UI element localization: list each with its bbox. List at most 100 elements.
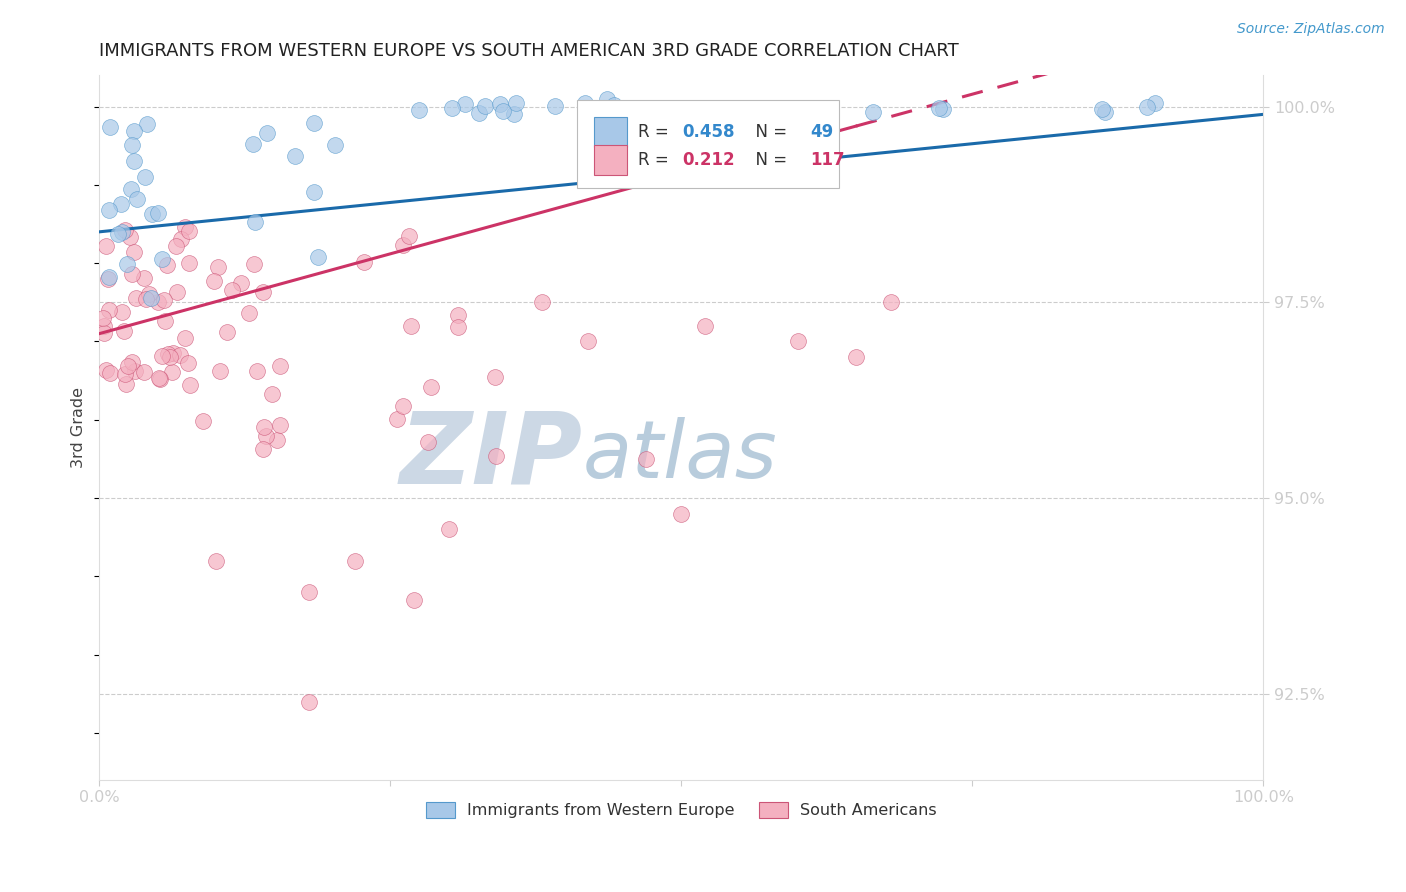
Text: 0.458: 0.458	[682, 123, 735, 141]
Point	[468, 106, 491, 120]
Text: Source: ZipAtlas.com: Source: ZipAtlas.com	[1237, 22, 1385, 37]
Point	[112, 324, 135, 338]
Point	[117, 359, 139, 373]
Text: atlas: atlas	[582, 417, 778, 495]
Point	[170, 232, 193, 246]
Point	[121, 137, 143, 152]
Point	[177, 356, 200, 370]
Point	[544, 99, 567, 113]
Point	[256, 126, 278, 140]
Text: R =: R =	[638, 123, 675, 141]
Point	[845, 350, 868, 364]
Point	[302, 186, 325, 200]
Point	[148, 205, 170, 219]
Point	[117, 257, 139, 271]
Point	[94, 238, 117, 252]
Point	[141, 207, 163, 221]
Point	[932, 102, 955, 116]
Point	[98, 202, 121, 217]
Point	[323, 137, 346, 152]
Point	[98, 120, 121, 135]
Point	[146, 294, 169, 309]
Point	[440, 101, 463, 115]
Point	[302, 116, 325, 130]
Point	[107, 227, 129, 241]
Point	[408, 103, 430, 117]
Text: IMMIGRANTS FROM WESTERN EUROPE VS SOUTH AMERICAN 3RD GRADE CORRELATION CHART: IMMIGRANTS FROM WESTERN EUROPE VS SOUTH …	[100, 42, 959, 60]
Point	[242, 257, 264, 271]
Point	[98, 366, 121, 380]
Point	[437, 522, 460, 536]
Point	[111, 304, 134, 318]
FancyBboxPatch shape	[595, 117, 627, 146]
Text: 117: 117	[811, 151, 845, 169]
Point	[613, 101, 636, 115]
Point	[928, 101, 950, 115]
Point	[121, 354, 143, 368]
Text: R =: R =	[638, 151, 675, 169]
Point	[785, 103, 807, 117]
Point	[693, 318, 716, 333]
Point	[344, 554, 367, 568]
Point	[221, 283, 243, 297]
Point	[574, 96, 596, 111]
Point	[153, 293, 176, 308]
Point	[401, 319, 423, 334]
Y-axis label: 3rd Grade: 3rd Grade	[72, 387, 86, 468]
Point	[252, 285, 274, 299]
Point	[207, 260, 229, 274]
Point	[484, 369, 506, 384]
Point	[385, 411, 408, 425]
Point	[488, 96, 510, 111]
Point	[420, 380, 443, 394]
Point	[94, 363, 117, 377]
Point	[284, 149, 307, 163]
Point	[391, 399, 413, 413]
Point	[671, 507, 693, 521]
Point	[177, 224, 200, 238]
Point	[416, 435, 439, 450]
Point	[485, 449, 508, 463]
Point	[215, 325, 238, 339]
Point	[174, 219, 197, 234]
Point	[120, 182, 142, 196]
Point	[97, 303, 120, 318]
Point	[505, 96, 527, 111]
Point	[402, 592, 425, 607]
Point	[111, 225, 134, 239]
Point	[114, 222, 136, 236]
Point	[862, 104, 884, 119]
Point	[266, 433, 288, 447]
Point	[93, 319, 115, 334]
Point	[132, 271, 155, 285]
Text: 0.212: 0.212	[682, 151, 735, 169]
Point	[179, 256, 201, 270]
Point	[254, 429, 277, 443]
Point	[135, 292, 157, 306]
Point	[636, 451, 658, 466]
Point	[202, 274, 225, 288]
Point	[150, 252, 173, 266]
Point	[156, 347, 179, 361]
Point	[1135, 100, 1157, 114]
Point	[118, 229, 141, 244]
Point	[114, 367, 136, 381]
Point	[392, 237, 415, 252]
Point	[229, 276, 252, 290]
Point	[880, 295, 903, 310]
Point	[454, 97, 477, 112]
Point	[124, 154, 146, 169]
Point	[245, 364, 267, 378]
Point	[786, 334, 808, 349]
Point	[603, 98, 626, 112]
Legend: Immigrants from Western Europe, South Americans: Immigrants from Western Europe, South Am…	[419, 796, 943, 825]
Point	[502, 107, 524, 121]
Point	[93, 326, 115, 341]
Point	[139, 291, 162, 305]
Point	[162, 366, 184, 380]
Point	[447, 320, 470, 334]
Point	[492, 103, 515, 118]
Point	[165, 239, 187, 253]
Point	[238, 306, 260, 320]
Point	[353, 255, 375, 269]
